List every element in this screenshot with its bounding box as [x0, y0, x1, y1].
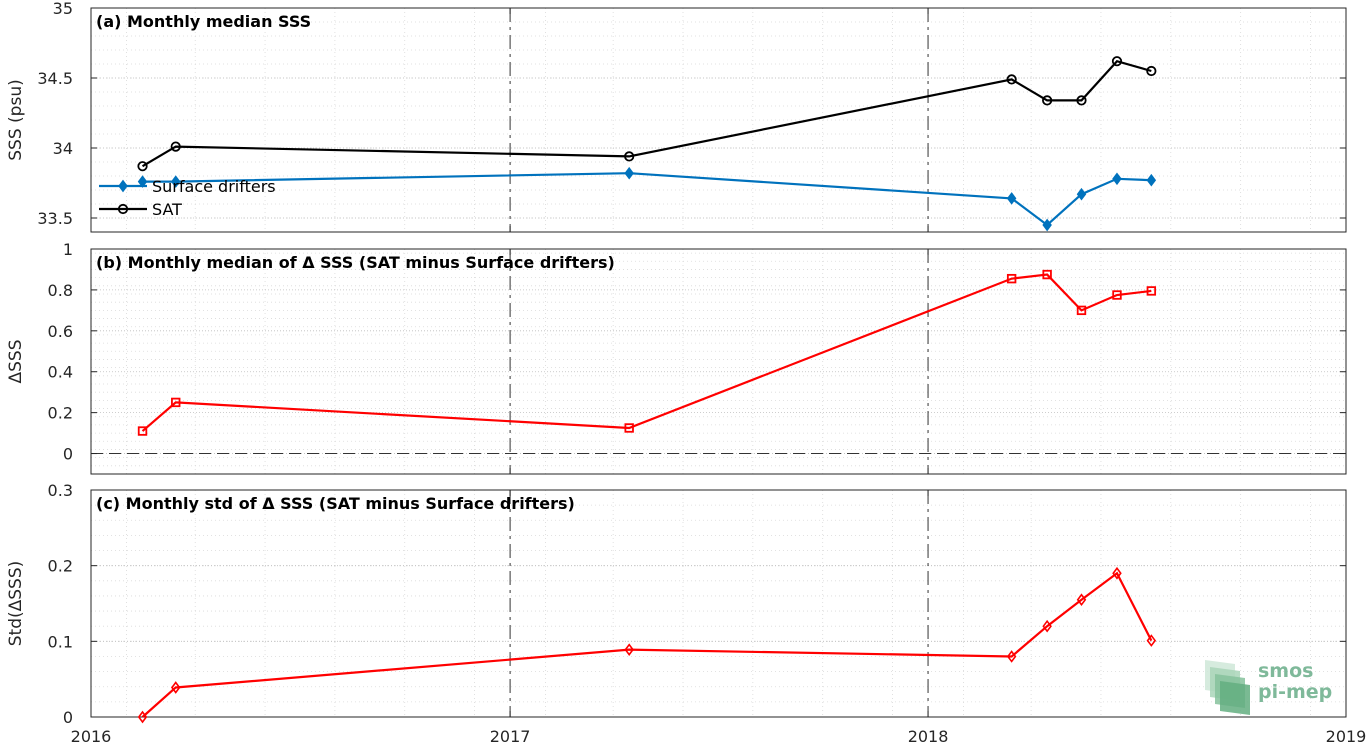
x-tick-label: 2017	[490, 727, 531, 745]
data-point-diamond	[1042, 218, 1052, 232]
panel-title: (c) Monthly std of Δ SSS (SAT minus Surf…	[96, 494, 575, 513]
data-point-diamond	[1112, 566, 1122, 580]
data-point-diamond	[1146, 634, 1157, 647]
y-tick-label: 35	[53, 0, 73, 18]
data-point-square	[624, 423, 634, 433]
panel-c: 0 0.1 0.2 0.3 2016 2017 2018 2019 Std(ΔSSS) (c) M…	[6, 481, 1366, 745]
data-point-circle	[117, 203, 129, 215]
data-point-diamond	[624, 166, 634, 180]
y-tick-label: 0	[63, 445, 73, 464]
data-point-square	[1076, 305, 1087, 316]
data-point-circle	[137, 161, 148, 172]
data-point-circle	[170, 141, 181, 152]
series-line	[141, 59, 1152, 168]
y-tick-label: 1	[63, 240, 73, 259]
data-point-diamond	[137, 710, 148, 724]
y-axis-label: SSS (psu)	[6, 79, 26, 160]
data-point-circle	[1111, 56, 1123, 67]
data-point-diamond	[118, 179, 128, 193]
series-line	[141, 273, 1152, 432]
data-point-diamond	[1006, 650, 1017, 663]
y-tick-label: 0.6	[48, 322, 73, 341]
y-axis-label: ΔSSS	[6, 339, 26, 383]
data-point-circle	[1042, 95, 1053, 106]
y-tick-label: 0.1	[48, 632, 73, 651]
panel-a: 33.5 34 34.5 35 SSS (psu) (a) Monthly median …	[6, 0, 1347, 233]
data-point-square	[1006, 273, 1017, 284]
legend-label: SAT	[152, 200, 182, 219]
data-point-circle	[624, 151, 635, 162]
y-tick-label: 34.5	[37, 69, 73, 88]
y-tick-label: 34	[53, 139, 73, 158]
series-line	[141, 571, 1153, 718]
data-point-square	[171, 397, 181, 408]
data-point-diamond	[1076, 187, 1087, 201]
x-tick-label: 2018	[908, 727, 949, 745]
data-point-diamond	[1042, 619, 1052, 633]
panel-title: (b) Monthly median of Δ SSS (SAT minus S…	[96, 253, 615, 272]
data-point-diamond	[170, 175, 181, 188]
legend: Surface drifters SAT	[99, 177, 276, 219]
data-point-square	[137, 426, 148, 436]
data-point-square	[1146, 286, 1157, 296]
axes-box	[90, 7, 1347, 233]
legend-label: Surface drifters	[152, 177, 276, 196]
data-point-circle	[1006, 74, 1017, 85]
y-tick-label: 0.2	[48, 557, 73, 576]
y-tick-label: 33.5	[37, 209, 73, 228]
y-tick-label: 0.4	[48, 363, 73, 382]
axes-box	[90, 248, 1347, 475]
data-point-square	[1042, 269, 1052, 280]
y-tick-label: 0.3	[48, 481, 73, 500]
data-point-diamond	[1076, 593, 1087, 607]
x-tick-label: 2019	[1326, 727, 1367, 745]
data-point-diamond	[1146, 173, 1157, 187]
y-tick-label: 0.2	[48, 404, 73, 423]
logo-text-line1: smos	[1258, 660, 1313, 682]
axes-box	[90, 489, 1347, 718]
y-axis-label: Std(ΔSSS)	[6, 561, 26, 647]
data-point-square	[1112, 290, 1122, 300]
data-point-diamond	[1006, 192, 1017, 205]
y-tick-label: 0.8	[48, 281, 73, 300]
x-tick-label: 2016	[71, 727, 112, 745]
data-point-diamond	[1112, 172, 1122, 186]
data-point-diamond	[170, 681, 181, 694]
series-line	[142, 172, 1152, 227]
y-tick-label: 0	[63, 708, 73, 727]
logo-text-line2: pi-mep	[1258, 681, 1332, 703]
data-point-circle	[1076, 95, 1087, 106]
data-point-circle	[1146, 65, 1157, 77]
panel-title: (a) Monthly median SSS	[96, 12, 311, 31]
panel-b: 0 0.2 0.4 0.6 0.8 1 ΔSSS (b) Monthly median of …	[6, 240, 1347, 475]
logo-layer	[1220, 681, 1250, 715]
data-point-diamond	[624, 643, 634, 656]
